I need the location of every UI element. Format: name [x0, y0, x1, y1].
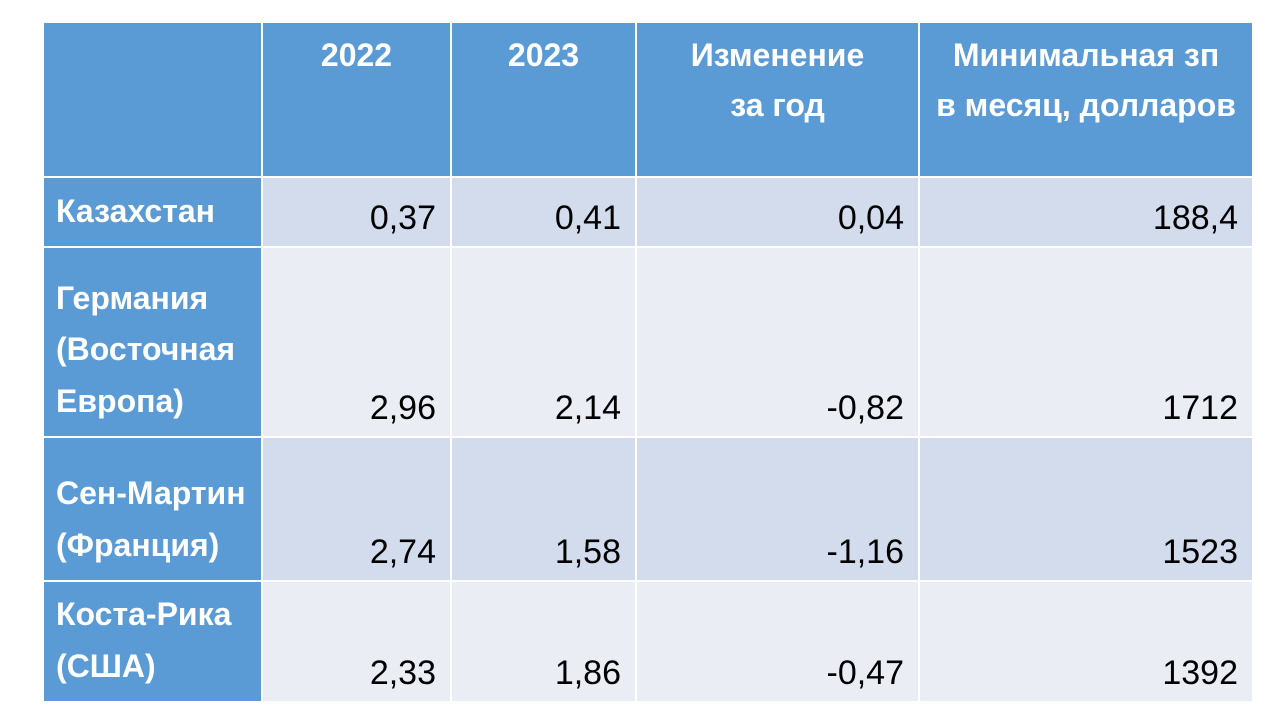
value-cell-min-wage: 1523	[918, 436, 1254, 582]
value-cell-change: -1,16	[635, 436, 920, 582]
value-cell-min-wage: 188,4	[918, 176, 1254, 248]
table-row-costa-rica: Коста-Рика (США) 2,33 1,86 -0,47 1392	[42, 580, 1254, 703]
header-cell-2023: 2023	[450, 21, 637, 178]
value-cell-2022: 0,37	[261, 176, 452, 248]
row-label-cell: Германия (Восточная Европа)	[42, 246, 263, 438]
row-label-cell: Коста-Рика (США)	[42, 580, 263, 703]
value-cell-2022: 2,33	[261, 580, 452, 703]
value-cell-2023: 1,58	[450, 436, 637, 582]
value-cell-2023: 2,14	[450, 246, 637, 438]
table-header-row: 2022 2023 Изменение за год Минимальная з…	[42, 21, 1254, 178]
value-cell-change: -0,47	[635, 580, 920, 703]
table-row-kazakhstan: Казахстан 0,37 0,41 0,04 188,4	[42, 176, 1254, 248]
header-cell-empty	[42, 21, 263, 178]
value-cell-min-wage: 1712	[918, 246, 1254, 438]
header-cell-2022: 2022	[261, 21, 452, 178]
table-row-germany: Германия (Восточная Европа) 2,96 2,14 -0…	[42, 246, 1254, 438]
row-label-cell: Казахстан	[42, 176, 263, 248]
value-cell-2022: 2,74	[261, 436, 452, 582]
header-cell-change-per-year: Изменение за год	[635, 21, 920, 178]
table-row-saint-martin: Сен-Мартин (Франция) 2,74 1,58 -1,16 152…	[42, 436, 1254, 582]
value-cell-2023: 0,41	[450, 176, 637, 248]
value-cell-change: -0,82	[635, 246, 920, 438]
value-cell-change: 0,04	[635, 176, 920, 248]
minimum-wage-table: 2022 2023 Изменение за год Минимальная з…	[42, 21, 1254, 703]
value-cell-2022: 2,96	[261, 246, 452, 438]
header-cell-min-wage-per-month: Минимальная зп в месяц, долларов	[918, 21, 1254, 178]
value-cell-2023: 1,86	[450, 580, 637, 703]
row-label-cell: Сен-Мартин (Франция)	[42, 436, 263, 582]
value-cell-min-wage: 1392	[918, 580, 1254, 703]
